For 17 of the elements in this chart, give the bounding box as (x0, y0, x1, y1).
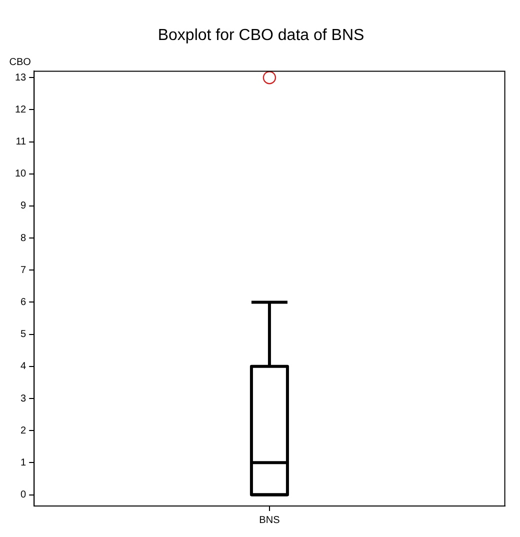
y-tick-label: 12 (15, 104, 27, 116)
y-tick-label: 1 (20, 457, 27, 468)
y-tick-label: 8 (20, 232, 27, 244)
y-tick-label: 9 (20, 200, 27, 212)
y-tick-label: 13 (15, 72, 27, 84)
y-tick-label: 10 (15, 168, 27, 180)
y-tick-label: 5 (20, 329, 27, 340)
y-tick-label: 4 (20, 361, 27, 372)
y-tick-label: 6 (20, 296, 27, 308)
y-tick-label: 11 (16, 136, 27, 148)
y-tick-label: 0 (20, 490, 27, 501)
y-tick-label: 7 (20, 264, 27, 276)
y-tick-label: 2 (20, 425, 27, 436)
chart-title: Boxplot for CBO data of BNS (158, 27, 364, 44)
y-axis-title: CBO (9, 57, 32, 68)
y-tick-label: 3 (20, 393, 27, 404)
x-tick-label: BNS (259, 514, 280, 526)
